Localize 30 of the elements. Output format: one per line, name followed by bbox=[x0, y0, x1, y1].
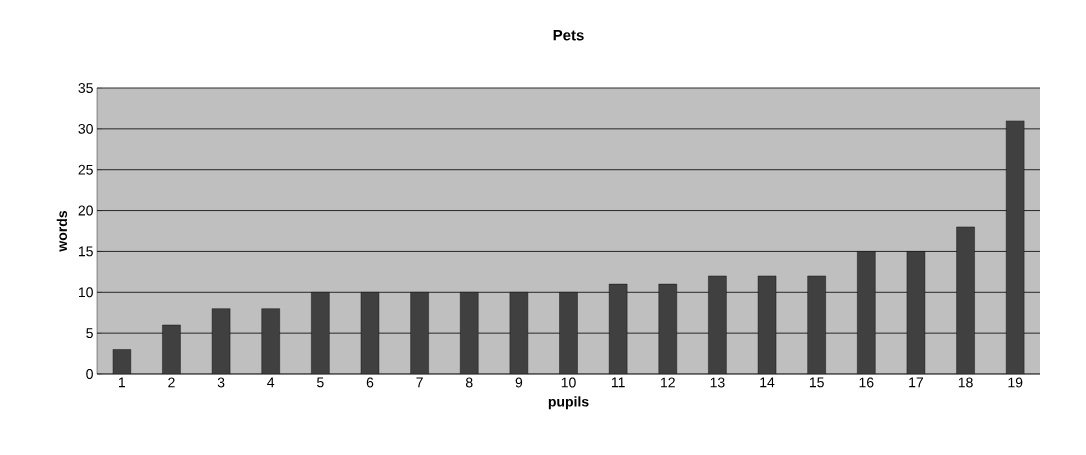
x-tick-label: 11 bbox=[611, 377, 625, 388]
x-tick-label: 15 bbox=[809, 377, 824, 388]
x-tick-label: 1 bbox=[118, 377, 126, 388]
x-tick-label: 14 bbox=[760, 377, 775, 388]
x-tick-label: 16 bbox=[859, 377, 874, 388]
x-tick-label: 10 bbox=[561, 377, 576, 388]
x-axis-title: pupils bbox=[548, 396, 589, 410]
x-tick-label: 5 bbox=[317, 377, 324, 388]
y-tick-label: 20 bbox=[78, 205, 93, 216]
x-tick-label: 13 bbox=[710, 377, 725, 388]
y-tick-label: 10 bbox=[78, 287, 93, 298]
y-tick-label: 30 bbox=[78, 123, 93, 134]
y-tick-label: 5 bbox=[86, 328, 93, 339]
x-tick-label: 18 bbox=[958, 377, 973, 388]
x-tick-label: 19 bbox=[1008, 377, 1023, 388]
x-tick-label: 2 bbox=[168, 377, 175, 388]
x-tick-label: 8 bbox=[465, 377, 473, 388]
x-tick-label: 6 bbox=[366, 377, 374, 388]
y-tick-label: 25 bbox=[78, 164, 93, 175]
y-axis-title: words bbox=[56, 210, 68, 252]
y-tick-label: 15 bbox=[78, 246, 93, 257]
x-tick-label: 9 bbox=[515, 377, 523, 388]
x-tick-label: 4 bbox=[267, 377, 275, 388]
chart-title: Pets bbox=[553, 30, 584, 41]
x-tick-label: 7 bbox=[416, 377, 423, 388]
x-tick-label: 12 bbox=[661, 377, 675, 388]
x-tick-label: 17 bbox=[909, 377, 924, 388]
y-tick-label: 0 bbox=[86, 369, 93, 379]
y-tick-label: 35 bbox=[78, 83, 93, 93]
x-tick-label: 3 bbox=[217, 377, 225, 388]
